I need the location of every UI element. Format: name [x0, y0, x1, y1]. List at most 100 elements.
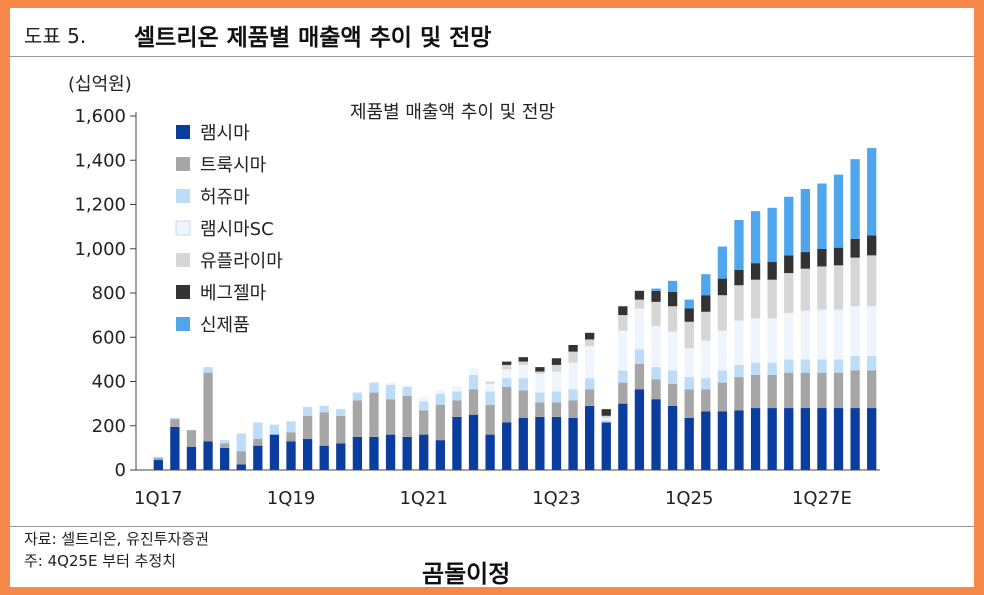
bar-segment: [369, 392, 379, 437]
bar-segment: [369, 382, 379, 393]
bar-segment: [734, 285, 744, 321]
legend-swatch: [176, 253, 190, 267]
bar-segment: [585, 405, 595, 470]
bar-segment: [701, 311, 711, 341]
bar-segment: [220, 443, 230, 448]
bar-segment: [385, 399, 396, 435]
bar-segment: [634, 308, 645, 350]
bar-segment: [800, 310, 810, 360]
bar-segment: [634, 363, 645, 390]
bar-segment: [435, 390, 445, 394]
bar-segment: [701, 411, 711, 470]
bar-segment: [701, 295, 711, 312]
bar-segment: [203, 441, 213, 470]
bar-segment: [468, 414, 479, 470]
bar-segment: [170, 419, 180, 427]
bar-segment: [336, 443, 346, 470]
bar-segment: [419, 434, 429, 470]
bar-segment: [153, 457, 163, 461]
bar-segment: [585, 332, 595, 340]
x-tick-label: 1Q21: [399, 488, 448, 509]
bar-segment: [734, 364, 744, 378]
bar-segment: [585, 339, 595, 347]
bar-segment: [485, 434, 495, 470]
bar-segment: [535, 371, 545, 374]
bar-segment: [767, 279, 777, 319]
bar-segment: [800, 252, 810, 269]
bar-segment: [867, 306, 877, 357]
bar-segment: [817, 408, 827, 470]
header-rule: [10, 56, 974, 57]
bar-segment: [850, 257, 860, 307]
bar-segment: [468, 368, 479, 375]
bar-segment: [468, 374, 479, 390]
bar-segment: [535, 392, 545, 403]
bar-segment: [568, 344, 578, 352]
bar-segment: [784, 255, 794, 274]
bar-segment: [667, 405, 678, 470]
bar-segment: [817, 359, 827, 373]
y-tick-label: 400: [92, 372, 126, 393]
bar-segment: [618, 330, 628, 371]
bar-segment: [385, 384, 396, 400]
bar-segment: [186, 446, 197, 470]
bar-segment: [784, 196, 794, 256]
legend-swatch: [176, 317, 190, 331]
bar-segment: [319, 405, 329, 413]
bar-segment: [717, 411, 728, 470]
bar-segment: [734, 410, 744, 470]
bar-segment: [236, 464, 246, 470]
legend-swatch: [176, 285, 190, 299]
bar-segment: [302, 406, 313, 416]
bar-segment: [518, 418, 528, 470]
bar-segment: [684, 389, 694, 419]
bar-segment: [452, 416, 462, 470]
bar-segment: [502, 378, 512, 388]
bar-segment: [667, 383, 678, 406]
y-tick-label: 200: [92, 416, 126, 437]
bar-segment: [651, 288, 661, 291]
bar-segment: [767, 262, 777, 280]
bar-segment: [867, 370, 877, 409]
bar-segment: [833, 174, 844, 248]
bar-segment: [352, 392, 363, 401]
bar-segment: [220, 440, 230, 444]
bar-segment: [651, 301, 661, 327]
bar-segment: [402, 395, 412, 437]
legend-swatch: [175, 220, 191, 236]
bar-segment: [369, 436, 379, 470]
bar-segment: [585, 346, 595, 379]
bar-segment: [601, 420, 611, 423]
legend-entry: 베그젤마: [200, 283, 267, 304]
bar-segment: [435, 393, 445, 405]
bar-segment: [452, 391, 462, 401]
bar-segment: [319, 445, 329, 470]
bar-segment: [817, 248, 827, 267]
bar-segment: [269, 424, 280, 435]
bar-segment: [850, 238, 860, 258]
bar-segment: [833, 247, 844, 266]
bar-segment: [750, 408, 761, 470]
bar-segment: [701, 340, 711, 379]
bar-segment: [518, 361, 528, 365]
x-tick-label: 1Q19: [267, 488, 316, 509]
bar-segment: [585, 378, 595, 390]
bar-segment: [684, 418, 694, 470]
bar-segment: [701, 378, 711, 390]
bar-segment: [833, 359, 844, 373]
bar-segment: [850, 408, 860, 470]
bar-segment: [502, 387, 512, 423]
bar-segment: [784, 372, 794, 409]
bar-segment: [767, 408, 777, 470]
bar-segment: [618, 370, 628, 383]
bar-segment: [153, 456, 163, 458]
figure-frame: 도표 5. 셀트리온 제품별 매출액 추이 및 전망 0 200 400 600 800…: [10, 8, 974, 588]
estimate-note: 주: 4Q25E 부터 추정치: [24, 552, 177, 570]
bar-segment: [402, 384, 412, 388]
bar-segment: [601, 409, 611, 416]
bar-segment: [302, 439, 313, 470]
bar-segment: [385, 434, 396, 470]
bar-segment: [618, 306, 628, 316]
bar-segment: [784, 408, 794, 470]
bar-segment: [286, 432, 296, 442]
